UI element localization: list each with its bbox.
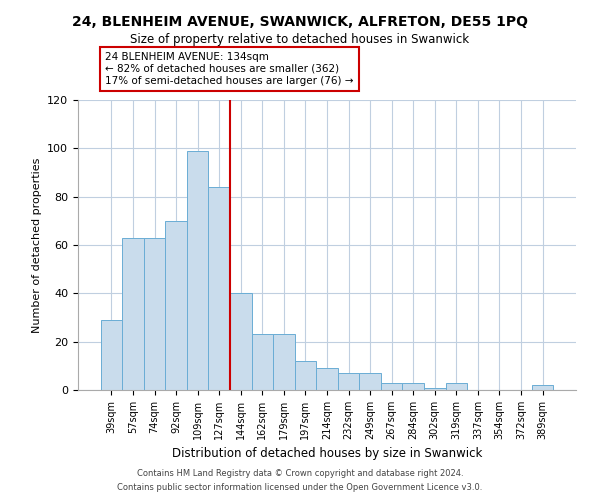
Bar	[208, 187, 230, 390]
Bar	[424, 388, 446, 390]
Bar	[359, 373, 381, 390]
Bar	[230, 294, 251, 390]
Bar	[295, 361, 316, 390]
Text: 24 BLENHEIM AVENUE: 134sqm
← 82% of detached houses are smaller (362)
17% of sem: 24 BLENHEIM AVENUE: 134sqm ← 82% of deta…	[105, 52, 353, 86]
Text: 24, BLENHEIM AVENUE, SWANWICK, ALFRETON, DE55 1PQ: 24, BLENHEIM AVENUE, SWANWICK, ALFRETON,…	[72, 15, 528, 29]
Bar	[144, 238, 166, 390]
Bar	[316, 368, 338, 390]
Bar	[532, 385, 553, 390]
Bar	[166, 221, 187, 390]
Text: Contains HM Land Registry data © Crown copyright and database right 2024.: Contains HM Land Registry data © Crown c…	[137, 468, 463, 477]
Bar	[403, 383, 424, 390]
X-axis label: Distribution of detached houses by size in Swanwick: Distribution of detached houses by size …	[172, 448, 482, 460]
Bar	[446, 383, 467, 390]
Bar	[381, 383, 403, 390]
Bar	[122, 238, 144, 390]
Bar	[251, 334, 273, 390]
Bar	[338, 373, 359, 390]
Y-axis label: Number of detached properties: Number of detached properties	[32, 158, 41, 332]
Bar	[187, 151, 208, 390]
Bar	[273, 334, 295, 390]
Bar	[101, 320, 122, 390]
Text: Size of property relative to detached houses in Swanwick: Size of property relative to detached ho…	[130, 32, 470, 46]
Text: Contains public sector information licensed under the Open Government Licence v3: Contains public sector information licen…	[118, 484, 482, 492]
